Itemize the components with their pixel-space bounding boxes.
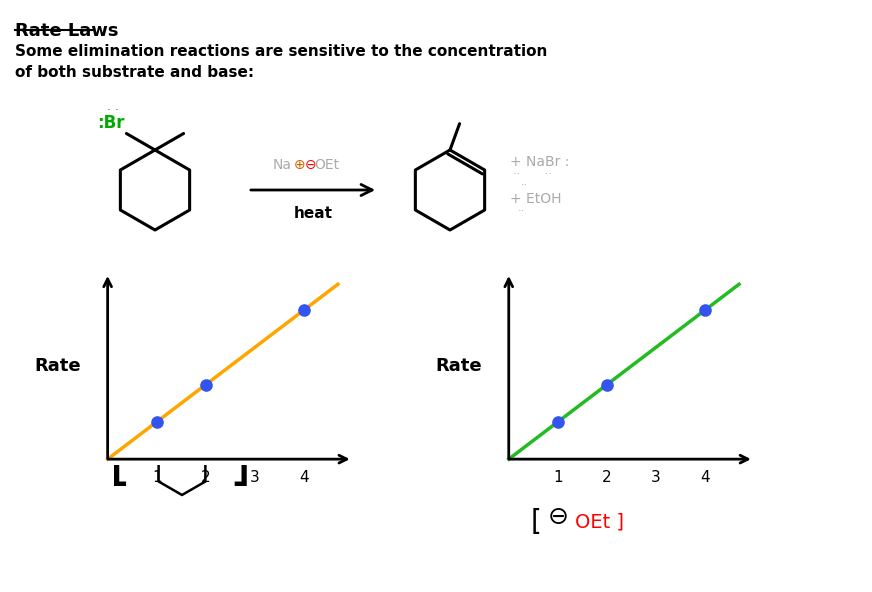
Point [551,417,565,427]
Text: + EtOH: + EtOH [510,192,562,206]
Text: :Br: :Br [97,114,125,131]
Point [600,380,614,390]
Text: [: [ [109,433,132,491]
Text: OEt: OEt [314,158,339,172]
Text: Rate: Rate [34,357,81,375]
Text: of both substrate and base:: of both substrate and base: [15,65,254,80]
Text: ]: ] [228,433,251,491]
Point [698,305,712,315]
Text: · ·: · · [107,105,119,117]
Point [296,305,310,315]
Text: Na: Na [273,158,292,172]
Text: [: [ [530,508,542,536]
Text: + NaBr :: + NaBr : [510,155,569,169]
Text: Rate: Rate [435,357,482,375]
Point [150,417,164,427]
Text: ⊕: ⊕ [294,158,305,172]
Point [199,380,213,390]
Text: OEt ]: OEt ] [575,513,624,532]
Text: Some elimination reactions are sensitive to the concentration: Some elimination reactions are sensitive… [15,44,548,59]
Text: Rate Laws: Rate Laws [15,22,119,40]
Text: ⊖: ⊖ [305,158,317,172]
Text: ··: ·· [518,206,525,216]
Text: heat: heat [294,206,332,221]
Text: Br: Br [188,398,208,413]
Text: ⊖: ⊖ [548,505,569,529]
Text: ··       ··: ·· ·· [513,169,552,179]
Text: ··: ·· [521,180,528,190]
